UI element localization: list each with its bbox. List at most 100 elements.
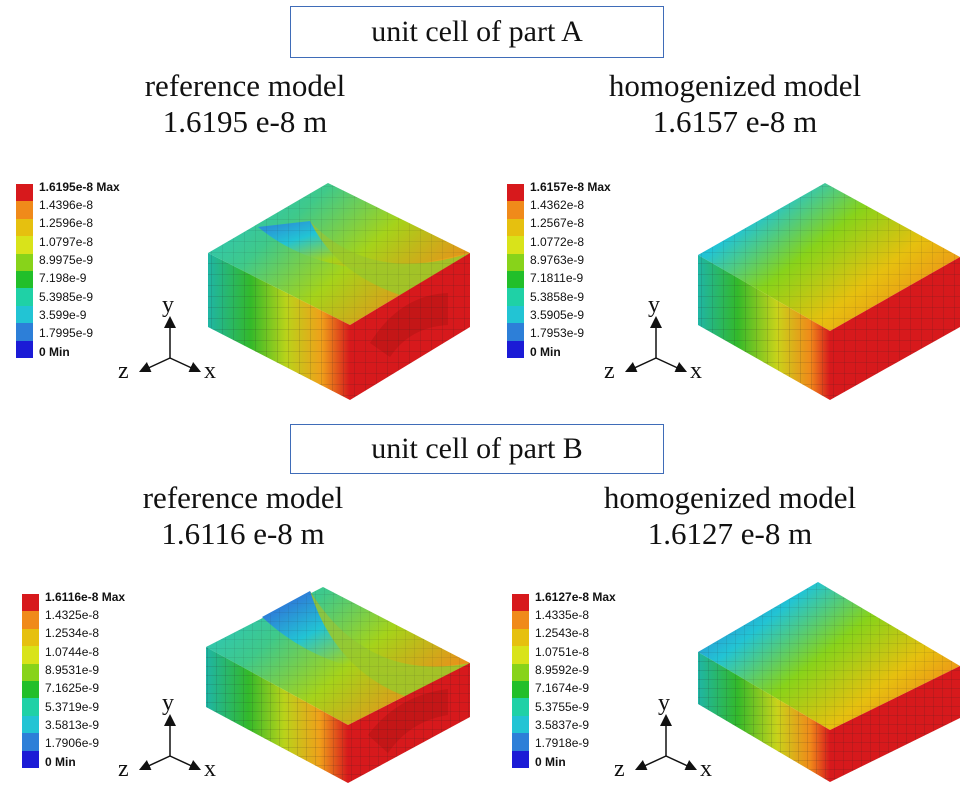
legend-colorbar [22,594,39,768]
colorbar-swatch [512,628,529,647]
colorbar-swatch [507,340,524,358]
colorbar-swatch [512,698,529,716]
axis-triad-a-homogenized: y z x [598,292,708,384]
axis-y-label: y [658,690,670,716]
colorbar-swatch [512,715,529,734]
legend-label: 1.4335e-8 [535,608,590,622]
legend-label: 1.6116e-8 Max [45,590,126,604]
part-b-reference-value: 1.6116 e-8 m [161,516,325,551]
axis-triad-arrows [624,316,688,373]
legend-label: 7.1674e-9 [535,681,590,695]
mesh-a-homogenized [698,183,960,400]
part-a-reference-heading: reference model 1.6195 e-8 m [110,68,380,140]
legend-label: 0 Min [45,755,76,769]
legend-label: 0 Min [535,755,566,769]
legend-label: 0 Min [530,345,561,359]
legend-label: 7.1811e-9 [530,271,584,285]
part-b-homogenized-label: homogenized model [603,480,857,515]
colorbar-swatch [22,715,39,734]
colorbar-swatch [507,184,524,202]
legend-label: 1.4325e-8 [45,608,100,622]
legend-label: 1.0744e-8 [45,645,100,659]
legend-label: 1.2543e-8 [535,626,590,640]
colorbar-swatch [507,288,524,306]
legend-label: 3.5813e-9 [45,718,100,732]
colorbar-swatch [512,680,529,699]
mesh-b-homogenized [698,582,960,782]
colorbar-swatch [22,698,39,716]
part-b-title: unit cell of part B [371,432,583,465]
axis-y-label: y [162,690,174,716]
colorbar-swatch [512,646,529,664]
legend-label: 1.2596e-8 [39,216,94,230]
colorbar-swatch [16,340,33,358]
legend-colorbar [507,184,524,358]
axis-z-label: z [118,358,129,384]
legend-label: 1.6157e-8 Max [530,180,611,194]
legend-label: 1.7906e-9 [45,736,100,750]
part-b-reference-label: reference model [142,480,344,515]
colorbar-swatch [507,236,524,254]
legend-label: 5.3985e-9 [39,290,94,304]
legend-a-reference: 1.6195e-8 Max 1.4396e-8 1.2596e-8 1.0797… [16,180,206,370]
legend-label: 1.6127e-8 Max [535,590,616,604]
legend-b-homogenized: 1.6127e-8 Max 1.4335e-8 1.2543e-8 1.0751… [512,590,702,780]
colorbar-swatch [22,663,39,681]
colorbar-swatch [512,594,529,612]
part-b-homogenized-value: 1.6127 e-8 m [647,516,813,551]
part-b-reference-heading: reference model 1.6116 e-8 m [108,480,378,552]
legend-label: 1.7918e-9 [535,736,590,750]
legend-label: 1.0772e-8 [530,235,585,249]
legend-label: 3.5837e-9 [535,718,590,732]
legend-colorbar [16,184,33,358]
legend-label: 5.3719e-9 [45,700,100,714]
axis-z-label: z [614,756,625,782]
mesh-b-reference [206,587,470,783]
axis-z-label: z [118,756,129,782]
legend-label: 7.1625e-9 [45,681,100,695]
axis-y-label: y [162,292,174,318]
legend-label: 1.7995e-9 [39,326,94,340]
colorbar-swatch [512,611,529,629]
legend-label: 0 Min [39,345,70,359]
part-a-title-box: unit cell of part A [290,6,664,58]
axis-triad-b-homogenized: y z x [608,690,718,782]
colorbar-swatch [507,270,524,289]
legend-label: 3.5905e-9 [530,308,585,322]
legend-label: 8.9975e-9 [39,253,94,267]
legend-label: 8.9592e-9 [535,663,590,677]
legend-label: 1.6195e-8 Max [39,180,120,194]
legend-a-homogenized: 1.6157e-8 Max 1.4362e-8 1.2567e-8 1.0772… [507,180,697,370]
colorbar-swatch [16,201,33,219]
axis-x-label: x [204,756,216,782]
legend-label: 7.198e-9 [39,271,87,285]
part-a-homogenized-heading: homogenized model 1.6157 e-8 m [585,68,885,140]
mesh-a-reference [208,183,470,400]
legend-b-reference: 1.6116e-8 Max 1.4325e-8 1.2534e-8 1.0744… [22,590,212,780]
part-a-homogenized-label: homogenized model [608,68,862,103]
axis-triad-arrows [138,316,202,373]
colorbar-swatch [507,305,524,324]
colorbar-swatch [22,680,39,699]
axis-triad-arrows [138,714,202,771]
legend-label: 8.9763e-9 [530,253,585,267]
legend-label: 8.9531e-9 [45,663,100,677]
legend-label: 1.0797e-8 [39,235,94,249]
part-a-reference-value: 1.6195 e-8 m [162,104,328,139]
legend-label: 1.7953e-9 [530,326,585,340]
colorbar-swatch [507,218,524,237]
colorbar-swatch [16,253,33,271]
colorbar-swatch [16,236,33,254]
legend-label: 1.2534e-8 [45,626,100,640]
axis-triad-a-reference: y z x [112,292,222,384]
colorbar-swatch [16,184,33,202]
colorbar-swatch [512,733,529,751]
axis-triad-b-reference: y z x [112,690,222,782]
colorbar-swatch [22,594,39,612]
axis-x-label: x [690,358,702,384]
colorbar-swatch [507,201,524,219]
part-a-reference-label: reference model [144,68,346,103]
colorbar-swatch [22,646,39,664]
colorbar-swatch [16,305,33,324]
colorbar-swatch [16,218,33,237]
